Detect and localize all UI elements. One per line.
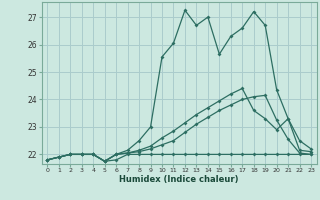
X-axis label: Humidex (Indice chaleur): Humidex (Indice chaleur): [119, 175, 239, 184]
